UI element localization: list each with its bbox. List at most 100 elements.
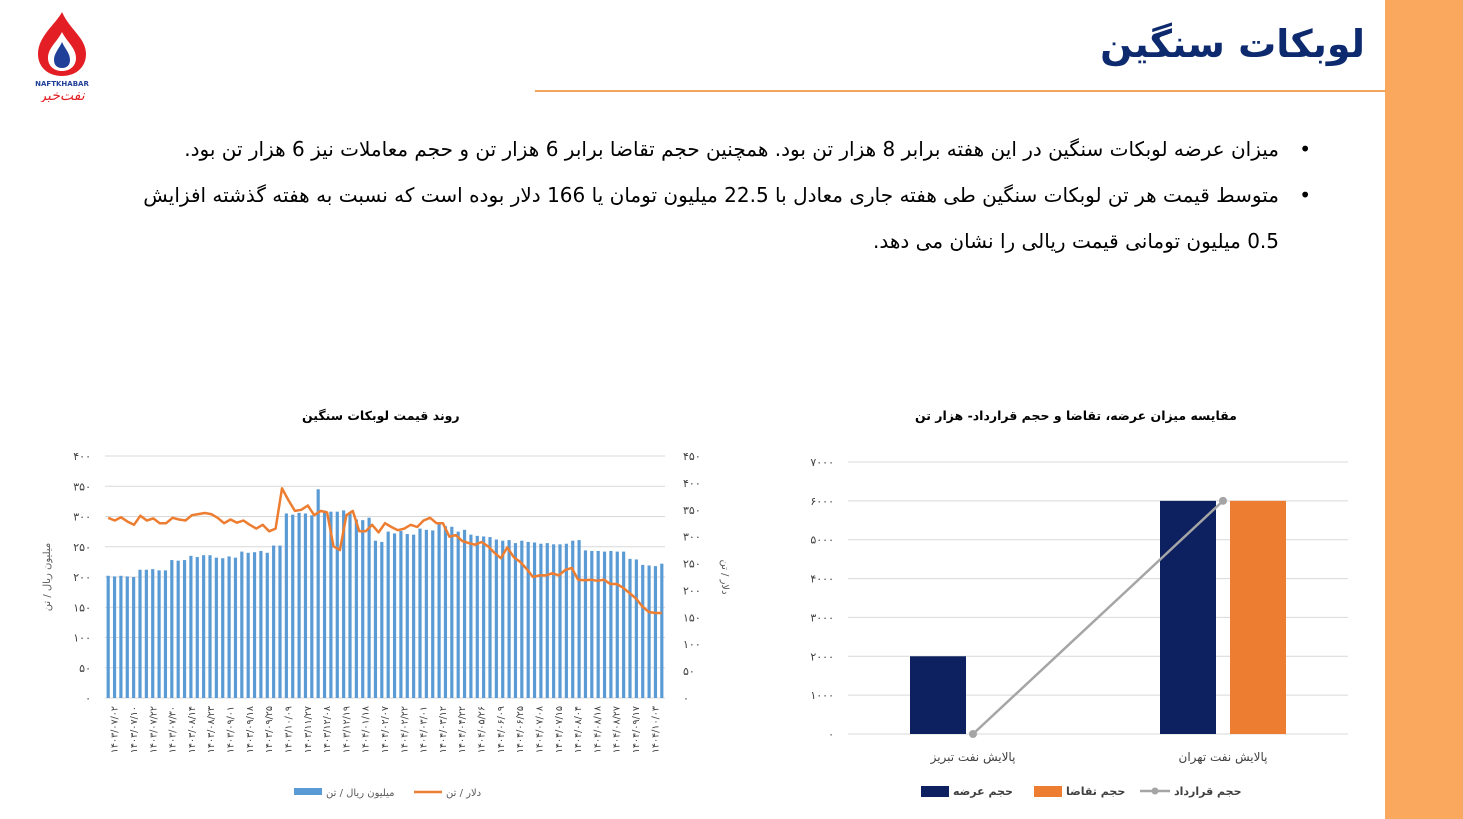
price-bar (278, 545, 282, 698)
price-bar (628, 558, 632, 698)
y2-tick-label: ۱۵۰ (683, 611, 701, 624)
price-bar (189, 555, 193, 698)
y-axis-title: میلیون ریال / تن (42, 543, 53, 611)
price-bar (494, 539, 498, 698)
accent-side-bar (1385, 0, 1463, 819)
price-bar (284, 513, 288, 698)
price-bar (392, 533, 397, 698)
x-tick-label: ۱۴۰۴/۰۶/۰۹ (496, 706, 507, 753)
price-bar (545, 543, 549, 698)
y-tick-label: ۲۰۰ (73, 571, 91, 584)
naftkhabar-logo: NAFTKHABAR نفت‌خبر (26, 10, 98, 104)
price-bar (653, 566, 658, 698)
price-bar (482, 536, 486, 698)
x-tick-label: ۱۴۰۴/۰۸/۲۷ (612, 706, 623, 753)
x-tick-label: ۱۴۰۴/۰۴/۲۲ (457, 706, 468, 753)
x-tick-label: ۱۴۰۴/۰۱/۱۸ (361, 706, 372, 753)
bullet-item: • متوسط قیمت هر تن لوبکات سنگین طی هفته … (131, 172, 1311, 264)
price-bar (501, 540, 505, 698)
x-tick-label: ۱۴۰۳/۱۲/۱۹ (341, 706, 352, 753)
price-bar (297, 512, 301, 698)
y-tick-label: ۳۰۰ (73, 511, 91, 524)
price-bar (138, 569, 142, 698)
price-bar (571, 540, 575, 698)
price-bar (437, 522, 441, 698)
x-tick-label: ۱۴۰۴/۰۸/۱۸ (592, 706, 603, 753)
y2-tick-label: ۵۰ (683, 665, 695, 678)
x-tick-label: ۱۴۰۴/۰۶/۲۵ (515, 706, 526, 753)
price-bar (106, 575, 110, 698)
x-tick-label: ۱۴۰۴/۰۲/۰۷ (380, 706, 391, 753)
price-bar (252, 552, 257, 698)
price-bar (151, 569, 155, 698)
price-bar (214, 557, 218, 698)
price-bar (577, 540, 581, 698)
logo-text: NAFTKHABAR (35, 80, 89, 88)
price-bar (132, 577, 136, 698)
bullet-text: متوسط قیمت هر تن لوبکات سنگین طی هفته جا… (143, 183, 1279, 253)
price-bar (602, 551, 607, 698)
contract-volume-line (972, 499, 1224, 735)
y2-tick-label: ۱۰۰ (683, 638, 701, 651)
price-bar (647, 565, 651, 698)
legend-label: میلیون ریال / تن (326, 788, 394, 799)
price-bar (125, 576, 129, 698)
price-bar (596, 550, 600, 698)
price-bar (660, 563, 664, 698)
x-tick-label: ۱۴۰۴/۰۸/۰۴ (573, 706, 584, 753)
y2-tick-label: ۳۰۰ (683, 531, 701, 544)
y-tick-label: ۰ (828, 728, 834, 741)
x-tick-label: ۱۴۰۳/۰۹/۲۵ (264, 706, 275, 753)
y-tick-label: ۰ (85, 692, 91, 705)
price-bar (462, 529, 467, 698)
bullet-list: • میزان عرضه لوبکات سنگین در این هفته بر… (131, 126, 1311, 264)
price-bar (119, 575, 123, 698)
x-tick-label: ۱۴۰۴/۰۷/۱۵ (554, 706, 565, 753)
bullet-text: میزان عرضه لوبکات سنگین در این هفته براب… (184, 137, 1279, 161)
price-bar (513, 543, 518, 698)
y-tick-label: ۲۰۰۰ (810, 650, 834, 663)
price-bar (176, 560, 180, 698)
y2-tick-label: ۳۵۰ (683, 504, 701, 517)
price-bar (195, 557, 199, 698)
y-tick-label: ۴۰۰۰ (810, 573, 834, 586)
x-tick-label: ۱۴۰۳/۰۸/۲۳ (206, 706, 217, 753)
legend-label: حجم قرارداد (1174, 785, 1242, 798)
price-bar (316, 489, 320, 698)
price-bar (520, 540, 524, 698)
demand-bar (1230, 500, 1286, 734)
legend-swatch-volume-marker (1151, 787, 1159, 795)
y-tick-label: ۱۰۰ (73, 632, 91, 645)
legend-swatch-demand (1034, 786, 1062, 797)
legend-label: حجم تقاضا (1066, 785, 1125, 798)
y-tick-label: ۷۰۰۰ (810, 456, 834, 469)
x-tick-label: ۱۴۰۳/۰۷/۱۰ (129, 706, 140, 753)
legend-swatch-supply (921, 786, 949, 797)
x-tick-label: ۱۴۰۴/۰۳/۰۱ (419, 706, 430, 753)
y-tick-label: ۲۵۰ (73, 541, 91, 554)
x-tick-label: ۱۴۰۳/۱۱/۲۷ (303, 706, 314, 753)
x-tick-label: ۱۴۰۴/۰۷/۰۸ (534, 706, 545, 753)
supply-bar (910, 656, 966, 734)
price-bar (399, 531, 403, 698)
x-tick-label: ۱۴۰۴/۰۹/۱۷ (631, 706, 642, 753)
price-bar (163, 570, 168, 698)
x-tick-label: ۱۴۰۴/۰۵/۲۶ (477, 706, 488, 753)
y-tick-label: ۳۵۰ (73, 480, 91, 493)
price-bar (583, 550, 588, 698)
price-trend-svg: ۰ ۵۰ ۱۰۰ ۱۵۰ ۲۰۰ ۲۵۰ ۳۰۰ ۳۵۰ ۴۰۰ ۰ ۵۰ ۱۰۰ ۱۵۰ ۲۰۰ ۲۵۰ ۳… (42, 450, 730, 799)
chart-title: مقایسه میزان عرضه، تقاضا و حجم قرارداد- … (915, 408, 1237, 423)
price-bar (202, 555, 206, 698)
usd-price-line (107, 487, 662, 615)
x-tick-label: ۱۴۰۳/۰۷/۲۲ (148, 706, 159, 753)
y-tick-label: ۱۰۰۰ (810, 689, 834, 702)
price-bar (291, 514, 295, 698)
page-title: لوبکات سنگین (1100, 22, 1365, 66)
x-category-label: پالایش نفت تبریز (930, 750, 1016, 765)
x-tick-label: ۱۴۰۴/۰۲/۲۲ (399, 706, 410, 753)
x-tick-label: ۱۴۰۳/۱۰/۰۹ (283, 706, 294, 753)
y-tick-label: ۶۰۰۰ (810, 495, 834, 508)
price-bar (144, 569, 148, 698)
price-bar (539, 543, 543, 698)
price-bar (552, 544, 556, 698)
